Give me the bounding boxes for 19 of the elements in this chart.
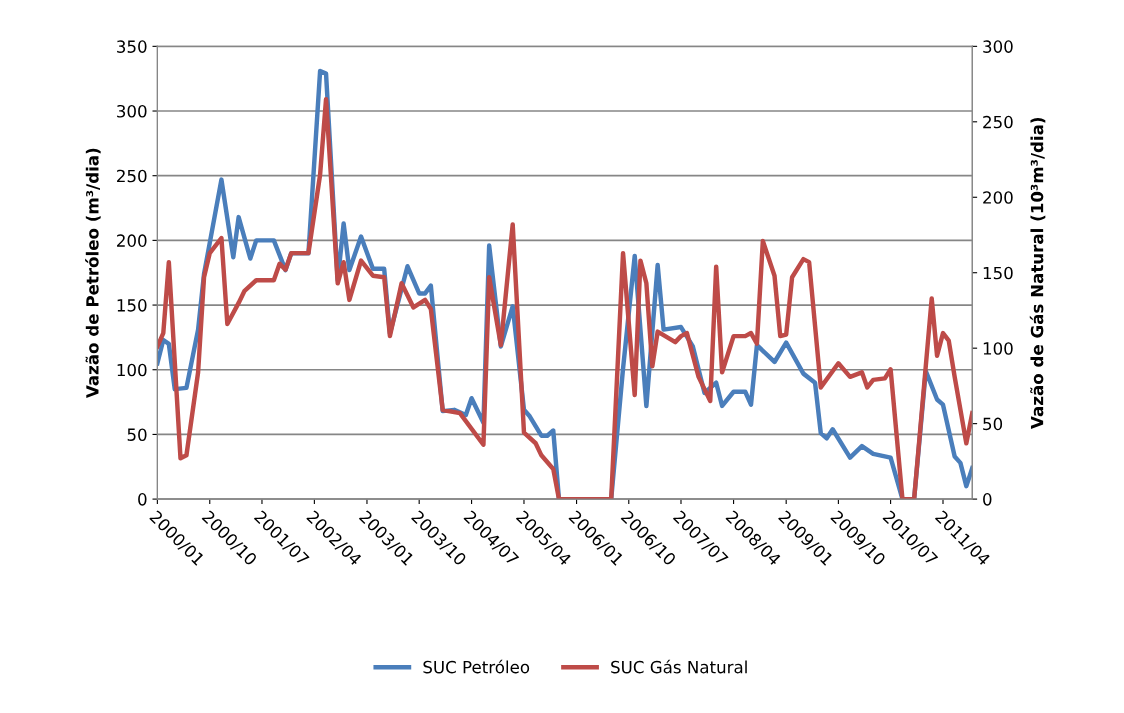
y2-tick-label: 200 xyxy=(983,191,1013,204)
y2-tick-label: 100 xyxy=(983,342,1013,355)
legend-label: SUC Gás Natural xyxy=(611,659,747,674)
y2-tick-label: 0 xyxy=(983,493,992,506)
y-tick-label: 300 xyxy=(117,104,147,118)
y-tick-label: 0 xyxy=(138,493,147,506)
y-tick-label: 350 xyxy=(117,40,147,53)
y-tick-label: 150 xyxy=(117,299,147,312)
y2-tick-label: 150 xyxy=(983,266,1013,280)
legend-label: SUC Petróleo xyxy=(423,659,530,674)
y-tick-label: 250 xyxy=(117,169,147,183)
y2-axis-title: Vazão de Gás Natural (10³m³/dia) xyxy=(1029,117,1046,429)
y-tick-label: 100 xyxy=(117,363,147,377)
y-tick-label: 50 xyxy=(127,428,147,441)
y2-tick-label: 300 xyxy=(983,40,1013,53)
y-axis-title: Vazão de Petróleo (m³/dia) xyxy=(85,148,101,399)
y2-tick-label: 250 xyxy=(983,115,1013,129)
y2-tick-label: 50 xyxy=(983,417,1003,431)
y-tick-label: 200 xyxy=(117,234,147,247)
